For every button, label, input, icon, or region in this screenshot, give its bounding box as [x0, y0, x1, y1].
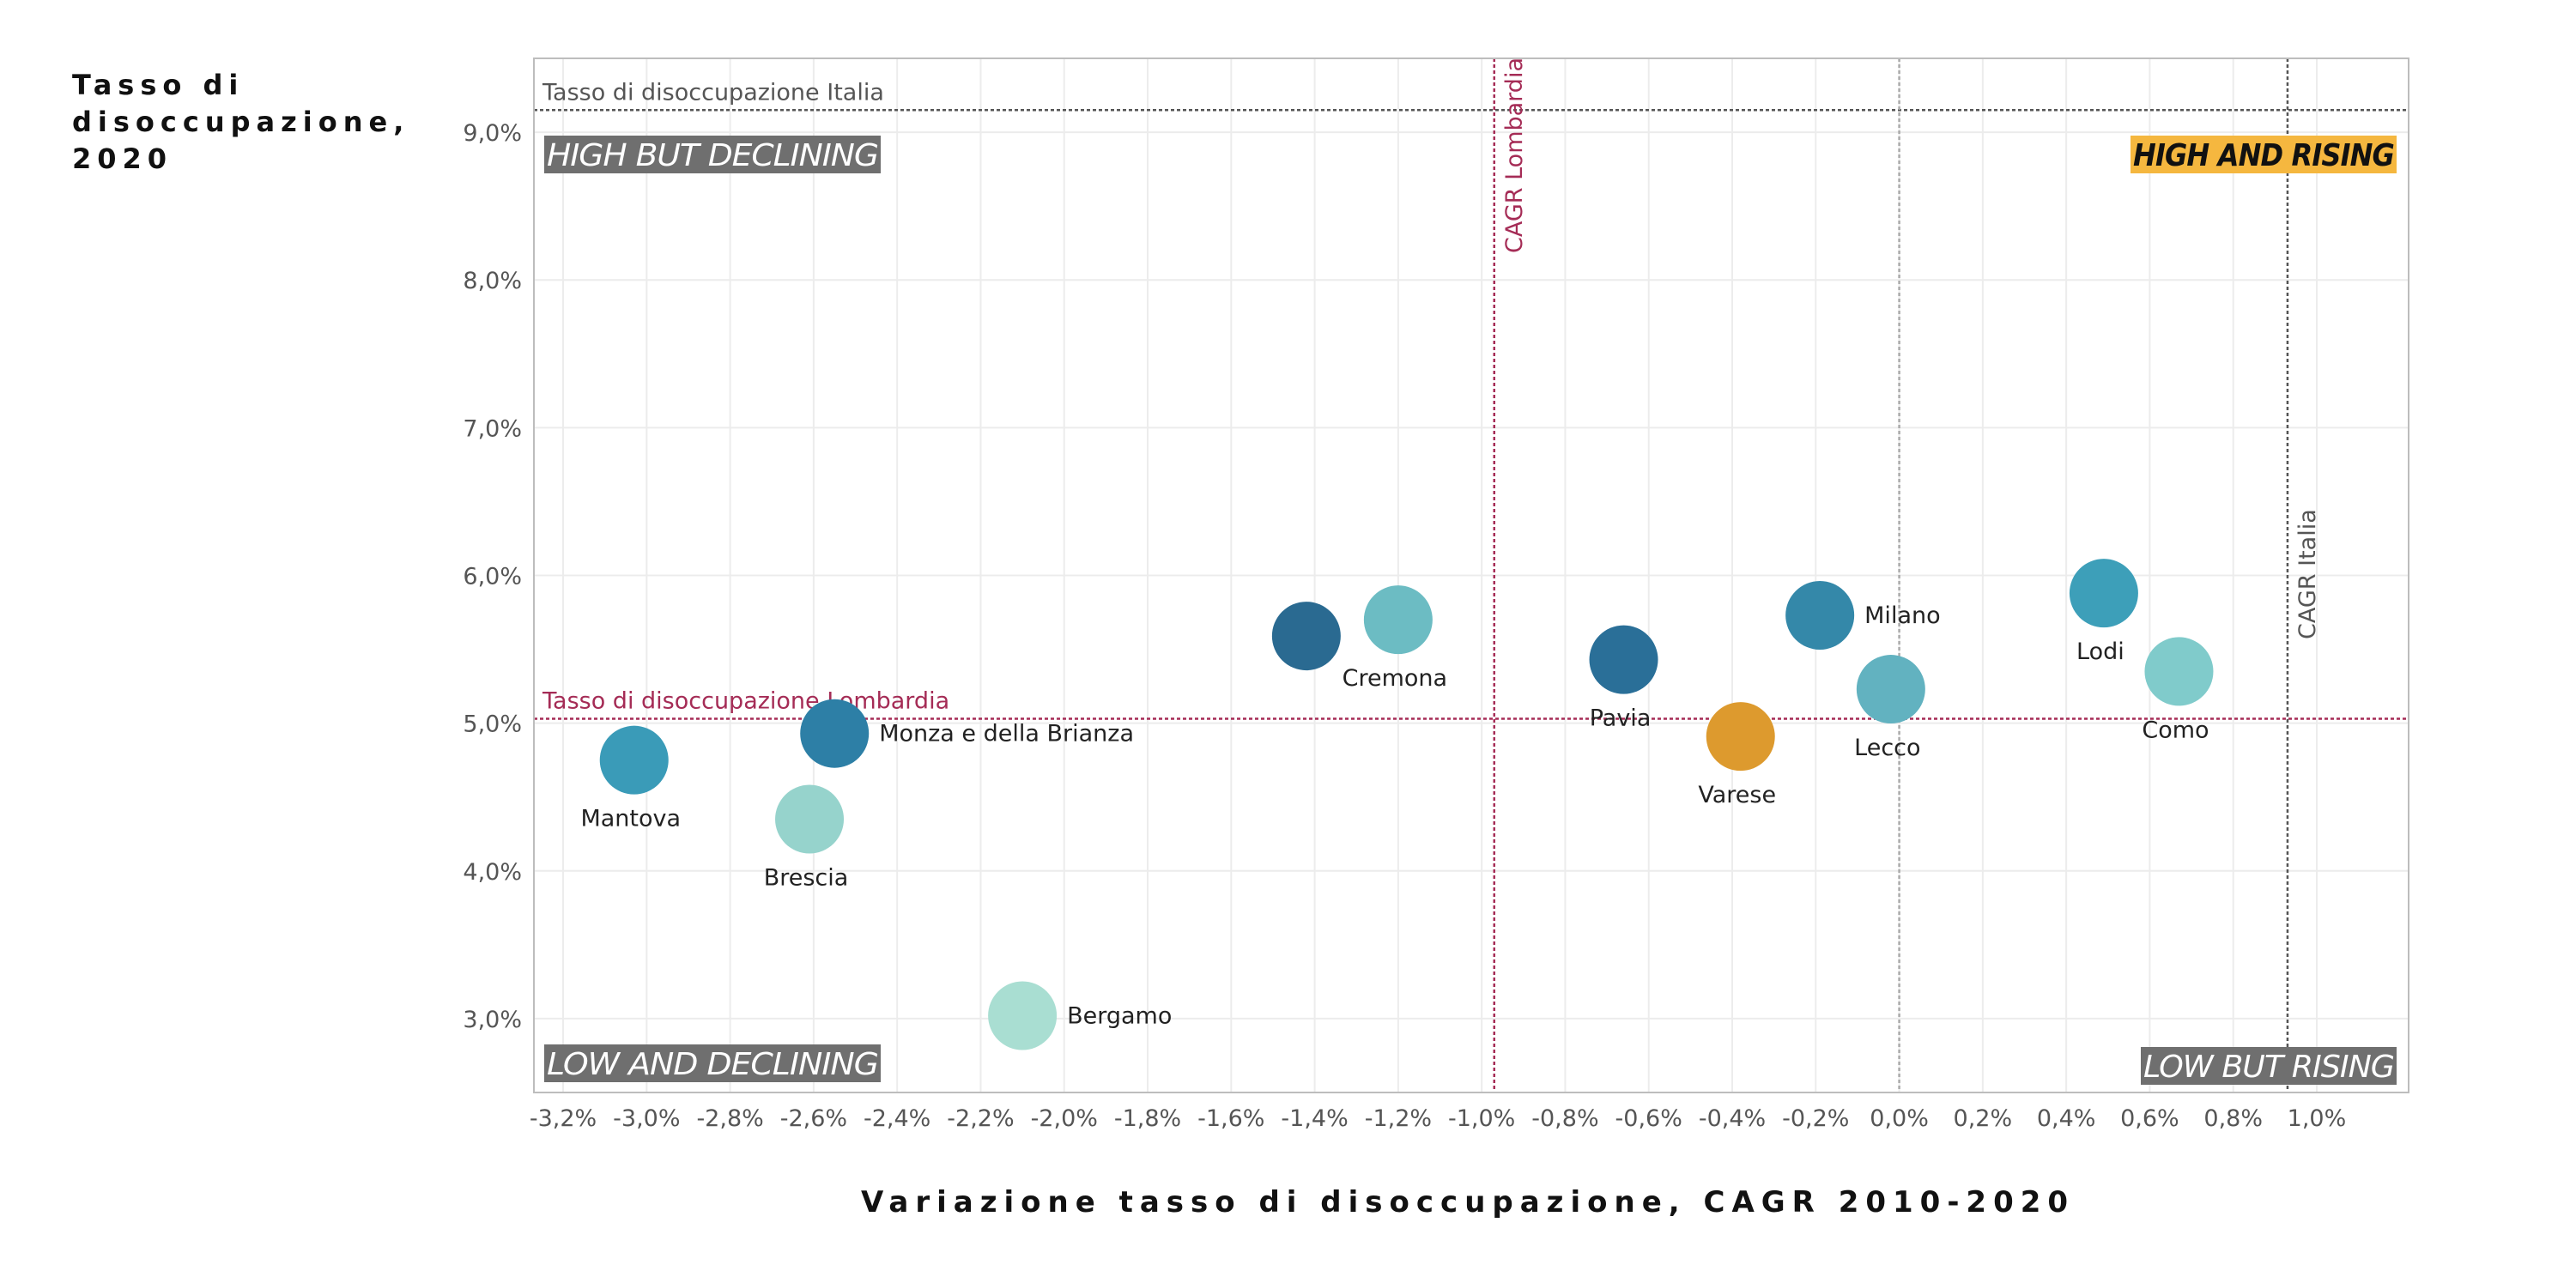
y-axis-title-line-3: 2020 [72, 142, 173, 175]
y-tick-label: 8,0% [463, 268, 522, 294]
quadrant-label: LOW BUT RISING [2143, 1050, 2394, 1085]
x-tick-label: -0,2% [1782, 1105, 1849, 1132]
y-tick-label: 7,0% [463, 415, 522, 442]
y-tick-label: 9,0% [463, 120, 522, 147]
data-point-label: Brescia [764, 865, 849, 892]
x-tick-label: -3,0% [613, 1105, 680, 1132]
data-point-labels: Mantova Brescia Monza e della Brianza Berga… [580, 602, 2209, 1030]
x-tick-label: 0,6% [2120, 1105, 2179, 1132]
data-point [1856, 655, 1925, 724]
horizontal-reference-label: Tasso di disoccupazione Lombardia [542, 687, 949, 714]
data-point [800, 699, 870, 768]
x-tick-label: 0,2% [1954, 1105, 2013, 1132]
x-tick-label: -3,2% [530, 1105, 597, 1132]
quadrant-label-background [544, 1044, 881, 1082]
data-point [2144, 637, 2214, 706]
data-point-label: Milano [1864, 602, 1940, 629]
x-tick-label: -1,4% [1281, 1105, 1348, 1132]
data-point [1363, 585, 1433, 655]
gridlines [534, 58, 2409, 1092]
data-point [988, 981, 1058, 1050]
vertical-reference-label: CAGR Italia [2294, 509, 2321, 639]
x-tick-label: 0,8% [2203, 1105, 2263, 1132]
x-tick-label: -2,6% [780, 1105, 847, 1132]
x-tick-label: 1,0% [2288, 1105, 2347, 1132]
y-axis-title-line-2: disoccupazione, [72, 106, 409, 138]
data-point [599, 725, 669, 795]
y-tick-label: 4,0% [463, 859, 522, 886]
x-tick-label: -2,0% [1031, 1105, 1098, 1132]
data-point-label: Monza e della Brianza [879, 721, 1134, 747]
data-point [2069, 559, 2138, 628]
quadrant-labels: HIGH BUT DECLINING HIGH AND RISING LOW AND… [544, 136, 2397, 1085]
data-point-label: Como [2142, 717, 2209, 743]
y-axis-title: Tasso di disoccupazione, 2020 [72, 69, 425, 175]
data-point [1706, 702, 1775, 772]
x-tick-label: -1,0% [1448, 1105, 1515, 1132]
x-tick-label: -2,8% [696, 1105, 763, 1132]
horizontal-reference-label: Tasso di disoccupazione Italia [542, 79, 884, 106]
quadrant-label: HIGH BUT DECLINING [547, 138, 878, 173]
data-point-label: Mantova [580, 806, 681, 832]
y-tick-label: 3,0% [463, 1007, 522, 1033]
data-point [1785, 580, 1855, 650]
data-point-label: Bergamo [1067, 1002, 1172, 1029]
data-point [1589, 625, 1658, 694]
data-points [599, 559, 2214, 1050]
x-tick-label: -2,4% [864, 1105, 930, 1132]
data-point [1271, 602, 1341, 671]
quadrant-label-background [544, 136, 881, 173]
reference-lines: Tasso di disoccupazione Italia Tasso di d… [534, 57, 2409, 1092]
x-tick-label: -1,8% [1114, 1105, 1181, 1132]
y-tick-label: 6,0% [463, 564, 522, 590]
x-tick-label: -1,6% [1197, 1105, 1264, 1132]
plot-frame [533, 57, 2409, 1093]
x-axis-title: Variazione tasso di disoccupazione, CAGR… [861, 1185, 2075, 1220]
quadrant-label-background [2141, 1047, 2397, 1085]
y-axis-title-line-1: Tasso di [72, 69, 244, 101]
vertical-reference-label: CAGR Lombardia [1501, 57, 1528, 253]
quadrant-label: LOW AND DECLINING [547, 1047, 878, 1082]
data-point [775, 784, 845, 854]
x-tick-label: -0,4% [1699, 1105, 1766, 1132]
x-tick-label: -2,2% [947, 1105, 1014, 1132]
data-point-label: Pavia [1590, 705, 1652, 732]
data-point-label: Cremona [1343, 665, 1447, 692]
y-tick-label: 5,0% [463, 711, 522, 738]
quadrant-label: HIGH AND RISING [2133, 138, 2394, 173]
x-tick-label: -1,2% [1365, 1105, 1432, 1132]
data-point-label: Lecco [1854, 735, 1920, 761]
x-tick-label: -0,6% [1615, 1105, 1682, 1132]
x-tick-label: 0,0% [1870, 1105, 1929, 1132]
axis-ticks: -3,2% -3,0% -2,8% -2,6% -2,4% -2,2% -2,0% -1,8%… [463, 120, 2346, 1132]
data-point-label: Varese [1698, 782, 1776, 808]
data-point-label: Lodi [2076, 638, 2124, 665]
x-tick-label: -0,8% [1531, 1105, 1598, 1132]
quadrant-label-background [2131, 136, 2397, 173]
x-tick-label: 0,4% [2037, 1105, 2096, 1132]
